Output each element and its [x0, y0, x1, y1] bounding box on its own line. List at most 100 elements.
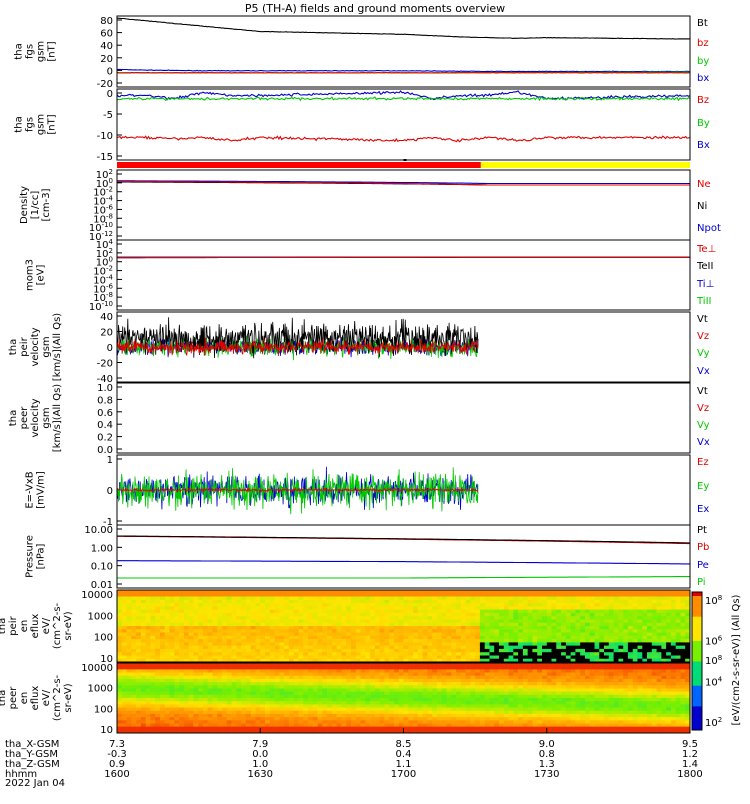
heatmap-cell: [275, 606, 280, 610]
heatmap-cell: [303, 613, 308, 617]
heatmap-cell: [294, 669, 299, 673]
heatmap-cell: [174, 649, 179, 653]
heatmap-cell: [332, 593, 337, 597]
heatmap-cell: [494, 623, 499, 627]
heatmap-cell: [356, 626, 361, 630]
heatmap-cell: [642, 636, 647, 640]
heatmap-cell: [179, 720, 184, 724]
heatmap-cell: [327, 676, 332, 680]
heatmap-cell: [528, 603, 533, 607]
heatmap-cell: [475, 629, 480, 633]
heatmap-cell: [184, 724, 189, 728]
heatmap-cell: [661, 646, 666, 650]
heatmap-cell: [470, 646, 475, 650]
heatmap-cell: [547, 620, 552, 624]
heatmap-cell: [423, 701, 428, 705]
heatmap-cell: [499, 639, 504, 643]
heatmap-cell: [676, 613, 681, 617]
heatmap-cell: [504, 652, 509, 656]
heatmap-cell: [590, 636, 595, 640]
heatmap-cell: [222, 642, 227, 646]
heatmap-cell: [208, 663, 213, 667]
heatmap-cell: [361, 701, 366, 705]
heatmap-cell: [236, 720, 241, 724]
heatmap-cell: [365, 695, 370, 699]
heatmap-cell: [666, 636, 671, 640]
heatmap-cell: [375, 636, 380, 640]
heatmap-cell: [504, 626, 509, 630]
heatmap-cell: [208, 620, 213, 624]
heatmap-cell: [341, 714, 346, 718]
heatmap-cell: [585, 666, 590, 670]
heatmap-cell: [127, 720, 132, 724]
heatmap-cell: [404, 633, 409, 637]
heatmap-cell: [236, 704, 241, 708]
heatmap-cell: [427, 727, 432, 731]
heatmap-cell: [289, 692, 294, 696]
heatmap-cell: [213, 711, 218, 715]
heatmap-cell: [490, 692, 495, 696]
heatmap-cell: [356, 711, 361, 715]
heatmap-cell: [523, 666, 528, 670]
heatmap-cell: [547, 600, 552, 604]
heatmap-cell: [160, 689, 165, 693]
heatmap-cell: [575, 708, 580, 712]
heatmap-cell: [217, 701, 222, 705]
heatmap-cell: [136, 717, 141, 721]
heatmap-cell: [590, 629, 595, 633]
heatmap-cell: [537, 656, 542, 660]
heatmap-cell: [380, 642, 385, 646]
heatmap-cell: [141, 689, 146, 693]
heatmap-cell: [661, 616, 666, 620]
heatmap-cell: [681, 629, 686, 633]
heatmap-cell: [427, 620, 432, 624]
heatmap-cell: [552, 663, 557, 667]
heatmap-cell: [179, 673, 184, 677]
heatmap-cell: [509, 610, 514, 614]
heatmap-cell: [456, 590, 461, 594]
heatmap-cell: [327, 616, 332, 620]
heatmap-cell: [246, 642, 251, 646]
heatmap-cell: [365, 669, 370, 673]
heatmap-cell: [580, 704, 585, 708]
heatmap-cell: [265, 727, 270, 731]
heatmap-cell: [327, 698, 332, 702]
heatmap-cell: [170, 692, 175, 696]
heatmap-cell: [499, 606, 504, 610]
heatmap-cell: [270, 682, 275, 686]
heatmap-cell: [470, 610, 475, 614]
heatmap-cell: [604, 656, 609, 660]
heatmap-cell: [361, 679, 366, 683]
heatmap-cell: [375, 603, 380, 607]
heatmap-cell: [136, 689, 141, 693]
heatmap-cell: [160, 649, 165, 653]
heatmap-cell: [318, 666, 323, 670]
heatmap-cell: [485, 685, 490, 689]
heatmap-cell: [552, 698, 557, 702]
heatmap-cell: [432, 597, 437, 601]
heatmap-cell: [671, 629, 676, 633]
heatmap-cell: [609, 642, 614, 646]
heatmap-cell: [341, 695, 346, 699]
heatmap-cell: [528, 642, 533, 646]
heatmap-cell: [566, 600, 571, 604]
heatmap-cell: [146, 666, 151, 670]
heatmap-cell: [408, 623, 413, 627]
heatmap-cell: [456, 717, 461, 721]
heatmap-cell: [480, 727, 485, 731]
heatmap-cell: [618, 610, 623, 614]
heatmap-cell: [265, 704, 270, 708]
heatmap-cell: [332, 692, 337, 696]
heatmap-cell: [179, 711, 184, 715]
heatmap-cell: [308, 708, 313, 712]
heatmap-cell: [351, 682, 356, 686]
panel-ylabel: Pressure[nPa]: [25, 535, 47, 578]
heatmap-cell: [270, 613, 275, 617]
heatmap-cell: [361, 682, 366, 686]
heatmap-cell: [150, 682, 155, 686]
heatmap-cell: [389, 692, 394, 696]
heatmap-cell: [337, 720, 342, 724]
heatmap-cell: [341, 704, 346, 708]
heatmap-cell: [299, 676, 304, 680]
heatmap-cell: [117, 666, 122, 670]
